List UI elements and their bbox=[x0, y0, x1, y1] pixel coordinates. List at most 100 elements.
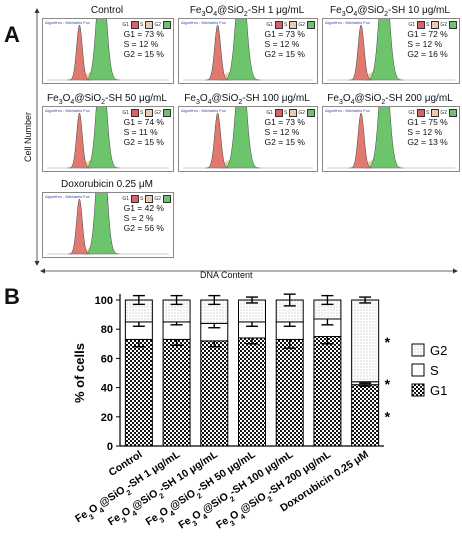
legend-key: S bbox=[425, 22, 430, 28]
phase-stat-line: G2 = 15 % bbox=[123, 137, 164, 147]
phase-stat-line: S = 12 % bbox=[123, 39, 159, 49]
legend-key: G1 bbox=[408, 110, 415, 116]
histogram-plot: Algorithm - Michaelis Fox G1 S G2 G1 = 73 % S… bbox=[178, 106, 318, 172]
histogram-legend: G1 S G2 bbox=[408, 109, 457, 117]
legend-key: G1 bbox=[266, 110, 273, 116]
phase-stat-line: G2 = 56 % bbox=[123, 223, 164, 233]
algorithm-label: Algorithm - Michaelis Fox bbox=[181, 108, 226, 113]
histogram-legend: G1 S G2 bbox=[266, 21, 315, 29]
g1-peak bbox=[205, 112, 230, 169]
bar-segment-g1 bbox=[351, 384, 380, 447]
g1-peak bbox=[349, 24, 373, 81]
histogram-legend: G1 S G2 bbox=[122, 21, 171, 29]
g1-peak bbox=[68, 24, 91, 81]
y-tick-label: 20 bbox=[101, 412, 113, 424]
phase-stat-line: G2 = 13 % bbox=[407, 137, 448, 147]
histogram-title: Fe3O4@SiO2-SH 10 μg/mL bbox=[330, 5, 450, 18]
phase-stat-line: S = 12 % bbox=[407, 39, 443, 49]
phase-stat-line: G1 = 73 % bbox=[264, 117, 305, 127]
y-tick-label: 100 bbox=[95, 295, 113, 307]
bar-segment-g1 bbox=[275, 338, 304, 447]
bar-segment-g1 bbox=[238, 337, 266, 447]
legend-swatch bbox=[130, 21, 139, 29]
panel-a-x-axis-label: DNA Content bbox=[200, 270, 253, 280]
legend-swatch bbox=[130, 109, 139, 117]
legend-swatch bbox=[289, 21, 298, 29]
legend-swatch bbox=[274, 21, 283, 29]
legend-swatch bbox=[163, 195, 171, 203]
histogram-plot: Algorithm - Michaelis Fox G1 S G2 G1 = 73 % S… bbox=[42, 18, 174, 84]
legend-key: G2 bbox=[440, 22, 447, 28]
significance-star: * bbox=[385, 408, 391, 424]
legend-swatch bbox=[130, 195, 139, 203]
legend-swatch bbox=[449, 21, 457, 29]
legend-label-g1: G1 bbox=[430, 383, 447, 398]
phase-stats: G1 = 73 % S = 12 % G2 = 15 % bbox=[265, 117, 305, 147]
g1-peak bbox=[349, 112, 373, 169]
legend-swatch bbox=[449, 109, 457, 117]
legend-swatch bbox=[145, 21, 154, 29]
g1-peak bbox=[68, 198, 91, 255]
significance-star: * bbox=[385, 334, 391, 350]
histogram-title: Fe3O4@SiO2-SH 50 μg/mL bbox=[47, 93, 167, 106]
phase-stats: G1 = 42 % S = 2 % G2 = 56 % bbox=[124, 203, 164, 233]
legend-swatch bbox=[416, 109, 425, 117]
legend-swatch bbox=[307, 109, 315, 117]
phase-stat-line: S = 2 % bbox=[123, 213, 154, 223]
g2-peak bbox=[83, 193, 120, 255]
phase-stat-line: G2 = 15 % bbox=[123, 49, 164, 59]
algorithm-label: Algorithm - Michaelis Fox bbox=[45, 194, 90, 199]
g1-peak bbox=[68, 112, 91, 169]
histogram-plot: Algorithm - Michaelis Fox G1 S G2 G1 = 75 % S… bbox=[322, 106, 460, 172]
legend-swatch bbox=[431, 109, 440, 117]
phase-stat-line: S = 12 % bbox=[264, 127, 300, 137]
g2-peak bbox=[221, 19, 261, 81]
legend-key: S bbox=[139, 196, 144, 202]
phase-stat-line: S = 12 % bbox=[407, 127, 443, 137]
g2-peak bbox=[221, 107, 261, 169]
algorithm-label: Algorithm - Michaelis Fox bbox=[45, 108, 90, 113]
phase-stat-line: G1 = 72 % bbox=[407, 29, 448, 39]
legend-swatch bbox=[431, 21, 440, 29]
bar-segment-g1 bbox=[313, 336, 342, 447]
algorithm-label: Algorithm - Michaelis Fox bbox=[181, 20, 226, 25]
phase-stat-line: G1 = 75 % bbox=[407, 117, 448, 127]
phase-stats: G1 = 72 % S = 12 % G2 = 16 % bbox=[407, 29, 447, 59]
histogram-legend: G1 S G2 bbox=[266, 109, 315, 117]
phase-stat-line: S = 12 % bbox=[264, 39, 300, 49]
legend-key: G2 bbox=[440, 110, 447, 116]
legend-swatch-s bbox=[411, 363, 425, 377]
histogram-legend: G1 S G2 bbox=[122, 195, 171, 203]
phase-stats: G1 = 73 % S = 12 % G2 = 15 % bbox=[265, 29, 305, 59]
phase-stat-line: G1 = 73 % bbox=[264, 29, 305, 39]
histogram-plot: Algorithm - Michaelis Fox G1 S G2 G1 = 42 % S… bbox=[42, 192, 174, 258]
histogram-title: Fe3O4@SiO2-SH 100 μg/mL bbox=[184, 93, 310, 106]
phase-stat-line: G1 = 74 % bbox=[123, 117, 164, 127]
phase-stat-line: G1 = 42 % bbox=[123, 203, 164, 213]
y-tick-label: 60 bbox=[101, 353, 113, 365]
legend-swatch bbox=[416, 21, 425, 29]
panel-a-y-axis-label: Cell Number bbox=[23, 112, 33, 163]
legend-swatch bbox=[289, 109, 298, 117]
legend-swatch-g1 bbox=[411, 383, 425, 397]
y-tick-label: 40 bbox=[101, 383, 113, 395]
bar-segment-g1 bbox=[200, 340, 229, 447]
histogram-title: Fe3O4@SiO2-SH 200 μg/mL bbox=[327, 93, 453, 106]
legend-key: G2 bbox=[154, 22, 161, 28]
legend-label-g2: G2 bbox=[430, 343, 447, 358]
legend-key: G2 bbox=[154, 110, 161, 116]
histogram-legend: G1 S G2 bbox=[122, 109, 171, 117]
g2-peak bbox=[365, 107, 404, 169]
legend-swatch bbox=[163, 109, 171, 117]
legend-key: G1 bbox=[122, 22, 129, 28]
bar-segment-g1 bbox=[124, 338, 153, 447]
legend-key: S bbox=[283, 22, 288, 28]
g2-peak bbox=[365, 19, 404, 81]
algorithm-label: Algorithm - Michaelis Fox bbox=[45, 20, 90, 25]
panel-a-y-axis-arrow bbox=[33, 8, 41, 266]
legend-key: G1 bbox=[122, 196, 129, 202]
panel-a-x-axis-arrow bbox=[40, 262, 458, 274]
bar-segment-g2 bbox=[351, 299, 380, 383]
g2-peak bbox=[83, 107, 120, 169]
